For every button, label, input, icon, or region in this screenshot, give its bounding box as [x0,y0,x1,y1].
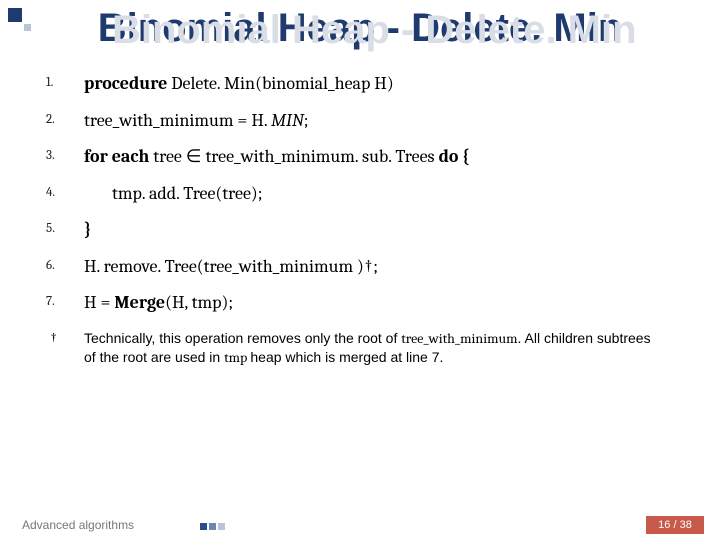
slide-footer: Advanced algorithms 16 / 38 [0,510,720,540]
code-text: tree ∈ tree_with_minimum. sub. Trees [149,146,438,167]
code-text: tree_with_minimum = H. [84,110,271,131]
code-text: H = [84,292,114,313]
dot-1 [200,523,207,530]
code-line-7: H = Merge(H, tmp); [46,292,720,315]
corner-square-large [8,8,22,22]
code-line-2: tree_with_minimum = H. MIN; [46,110,720,133]
code-line-4: tmp. add. Tree(tree); [46,183,720,206]
code-line-1: procedure Delete. Min(binomial_heap H) [46,73,720,96]
footer-dots [200,523,225,530]
code-line-5: } [46,219,720,242]
dagger-icon: † [50,329,57,348]
code-text: (H, tmp); [165,292,233,313]
code-text-indented: tmp. add. Tree(tree); [84,183,263,206]
page-total: 38 [680,519,692,531]
page-counter: 16 / 38 [646,516,704,534]
code-text: ; [304,110,309,131]
code-text: Delete. Min(binomial_heap H) [167,73,393,94]
page-current: 16 [658,519,670,531]
keyword-merge: Merge [114,292,165,313]
keyword-do: do { [439,146,470,167]
keyword-foreach: for each [84,146,149,167]
corner-decoration [6,6,34,34]
footnote: † Technically, this operation removes on… [46,329,666,369]
code-line-6: H. remove. Tree(tree_with_minimum )†; [46,256,720,279]
slide-title: Binomial Heap - Delete. Min [0,0,720,51]
keyword-brace: } [84,219,91,240]
footer-label: Advanced algorithms [22,518,134,532]
keyword-procedure: procedure [84,73,167,94]
corner-square-small [24,24,31,31]
code-text: H. remove. Tree(tree_with_minimum )†; [84,256,378,277]
footnote-body: Technically, this operation removes only… [84,330,651,366]
dot-2 [209,523,216,530]
pseudocode-list: procedure Delete. Min(binomial_heap H) t… [46,73,720,315]
dot-3 [218,523,225,530]
code-line-3: for each tree ∈ tree_with_minimum. sub. … [46,146,720,169]
code-italic: MIN [271,110,304,131]
